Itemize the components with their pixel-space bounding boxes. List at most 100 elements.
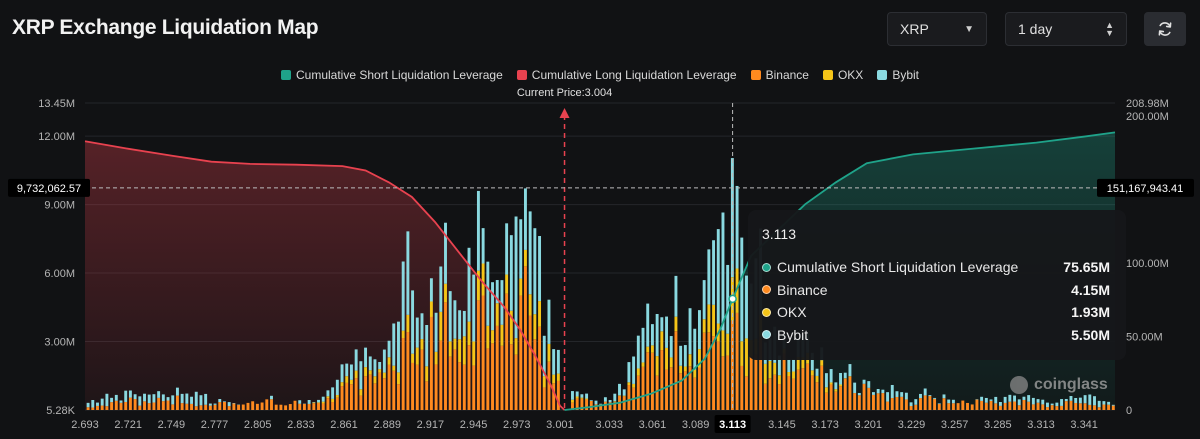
bar-binance bbox=[1046, 407, 1049, 410]
bar-bybit bbox=[171, 395, 175, 405]
bar-binance bbox=[495, 325, 499, 410]
bar-binance bbox=[312, 403, 316, 410]
crosshair-right-label: 151,167,943.41 bbox=[1107, 183, 1183, 195]
legend-item-binance[interactable]: Binance bbox=[750, 68, 809, 82]
legend-label: OKX bbox=[837, 68, 864, 82]
bar-okx bbox=[787, 372, 791, 377]
bar-bybit bbox=[594, 400, 598, 405]
bar-okx bbox=[420, 339, 424, 350]
bar-bybit bbox=[161, 394, 165, 402]
bar-okx bbox=[415, 347, 419, 365]
legend-item-okx[interactable]: OKX bbox=[822, 68, 864, 82]
bar-binance bbox=[556, 380, 560, 410]
bar-bybit bbox=[114, 394, 118, 401]
tooltip-dot bbox=[762, 262, 771, 272]
bar-bybit bbox=[199, 395, 203, 406]
bar-binance bbox=[787, 376, 791, 410]
bar-binance bbox=[759, 336, 763, 410]
bar-binance bbox=[326, 398, 330, 410]
range-select[interactable]: 1 day ▲ ▼ bbox=[1005, 12, 1127, 46]
bar-bybit bbox=[599, 403, 603, 405]
bar-binance bbox=[994, 403, 998, 410]
bar-bybit bbox=[989, 399, 993, 401]
bar-okx bbox=[448, 341, 452, 357]
bar-bybit bbox=[669, 336, 673, 358]
bar-binance bbox=[904, 399, 908, 410]
bar-binance bbox=[1083, 403, 1087, 410]
y-tick-right: 208.98M bbox=[1126, 98, 1169, 110]
bar-bybit bbox=[152, 394, 156, 403]
tooltip-dot bbox=[762, 330, 771, 340]
bar-bybit bbox=[815, 368, 819, 376]
bar-bybit bbox=[947, 399, 951, 404]
legend-item-long[interactable]: Cumulative Long Liquidation Leverage bbox=[516, 68, 737, 82]
legend-item-bybit[interactable]: Bybit bbox=[877, 68, 919, 82]
bar-bybit bbox=[110, 397, 114, 403]
bar-binance bbox=[1074, 402, 1078, 410]
bar-bybit bbox=[378, 362, 382, 370]
bar-binance bbox=[1036, 402, 1040, 410]
bar-bybit bbox=[538, 236, 542, 302]
bar-binance bbox=[745, 376, 748, 410]
bar-binance bbox=[650, 352, 654, 410]
bar-bybit bbox=[462, 310, 466, 337]
bar-okx bbox=[406, 314, 410, 333]
bar-binance bbox=[674, 331, 678, 410]
bar-bybit bbox=[585, 393, 589, 399]
bar-okx bbox=[397, 372, 400, 385]
bar-bybit bbox=[425, 325, 429, 367]
bar-binance bbox=[138, 405, 142, 410]
bar-binance bbox=[307, 403, 311, 410]
bar-bybit bbox=[128, 390, 132, 398]
bar-bybit bbox=[444, 222, 447, 284]
refresh-button[interactable] bbox=[1144, 12, 1186, 46]
bar-binance bbox=[683, 371, 687, 410]
bar-binance bbox=[571, 402, 574, 410]
legend-item-short[interactable]: Cumulative Short Liquidation Leverage bbox=[280, 68, 503, 82]
bar-binance bbox=[270, 399, 273, 410]
bar-bybit bbox=[335, 379, 339, 396]
bar-bybit bbox=[223, 401, 226, 402]
bar-okx bbox=[538, 301, 542, 327]
bar-binance bbox=[914, 404, 918, 410]
tooltip-title: 3.113 bbox=[762, 226, 796, 242]
bar-binance bbox=[886, 401, 890, 410]
bar-okx bbox=[575, 396, 579, 399]
x-tick: 2.973 bbox=[503, 419, 531, 431]
coin-select[interactable]: XRP ▼ bbox=[887, 12, 987, 46]
bar-binance bbox=[839, 386, 842, 410]
bar-binance bbox=[872, 394, 875, 410]
bar-bybit bbox=[650, 324, 654, 346]
bar-bybit bbox=[655, 313, 659, 357]
bar-bybit bbox=[1022, 396, 1026, 400]
bar-binance bbox=[533, 339, 537, 410]
bar-okx bbox=[472, 341, 476, 366]
bar-binance bbox=[514, 354, 518, 410]
bar-bybit bbox=[458, 310, 462, 340]
bar-okx bbox=[481, 263, 485, 296]
bar-okx bbox=[331, 398, 335, 403]
bar-binance bbox=[881, 393, 885, 410]
bar-okx bbox=[392, 365, 396, 371]
bar-bybit bbox=[218, 399, 222, 403]
bar-binance bbox=[937, 403, 941, 410]
bar-okx bbox=[580, 397, 584, 399]
x-tick: 3.341 bbox=[1070, 419, 1098, 431]
bar-bybit bbox=[980, 396, 984, 401]
bar-okx bbox=[439, 311, 443, 341]
bar-binance bbox=[1093, 405, 1096, 410]
x-tick: 2.777 bbox=[201, 419, 229, 431]
bar-binance bbox=[608, 402, 612, 410]
bar-bybit bbox=[1074, 397, 1078, 403]
bar-bybit bbox=[721, 212, 725, 331]
bar-binance bbox=[392, 370, 396, 410]
bar-okx bbox=[453, 338, 457, 350]
bar-bybit bbox=[298, 400, 302, 404]
bar-bybit bbox=[382, 349, 386, 373]
bar-bybit bbox=[933, 397, 937, 399]
bar-binance bbox=[1064, 401, 1068, 410]
range-select-value: 1 day bbox=[1018, 21, 1053, 37]
bar-binance bbox=[627, 385, 631, 410]
bar-bybit bbox=[646, 303, 650, 347]
bar-binance bbox=[655, 375, 659, 410]
